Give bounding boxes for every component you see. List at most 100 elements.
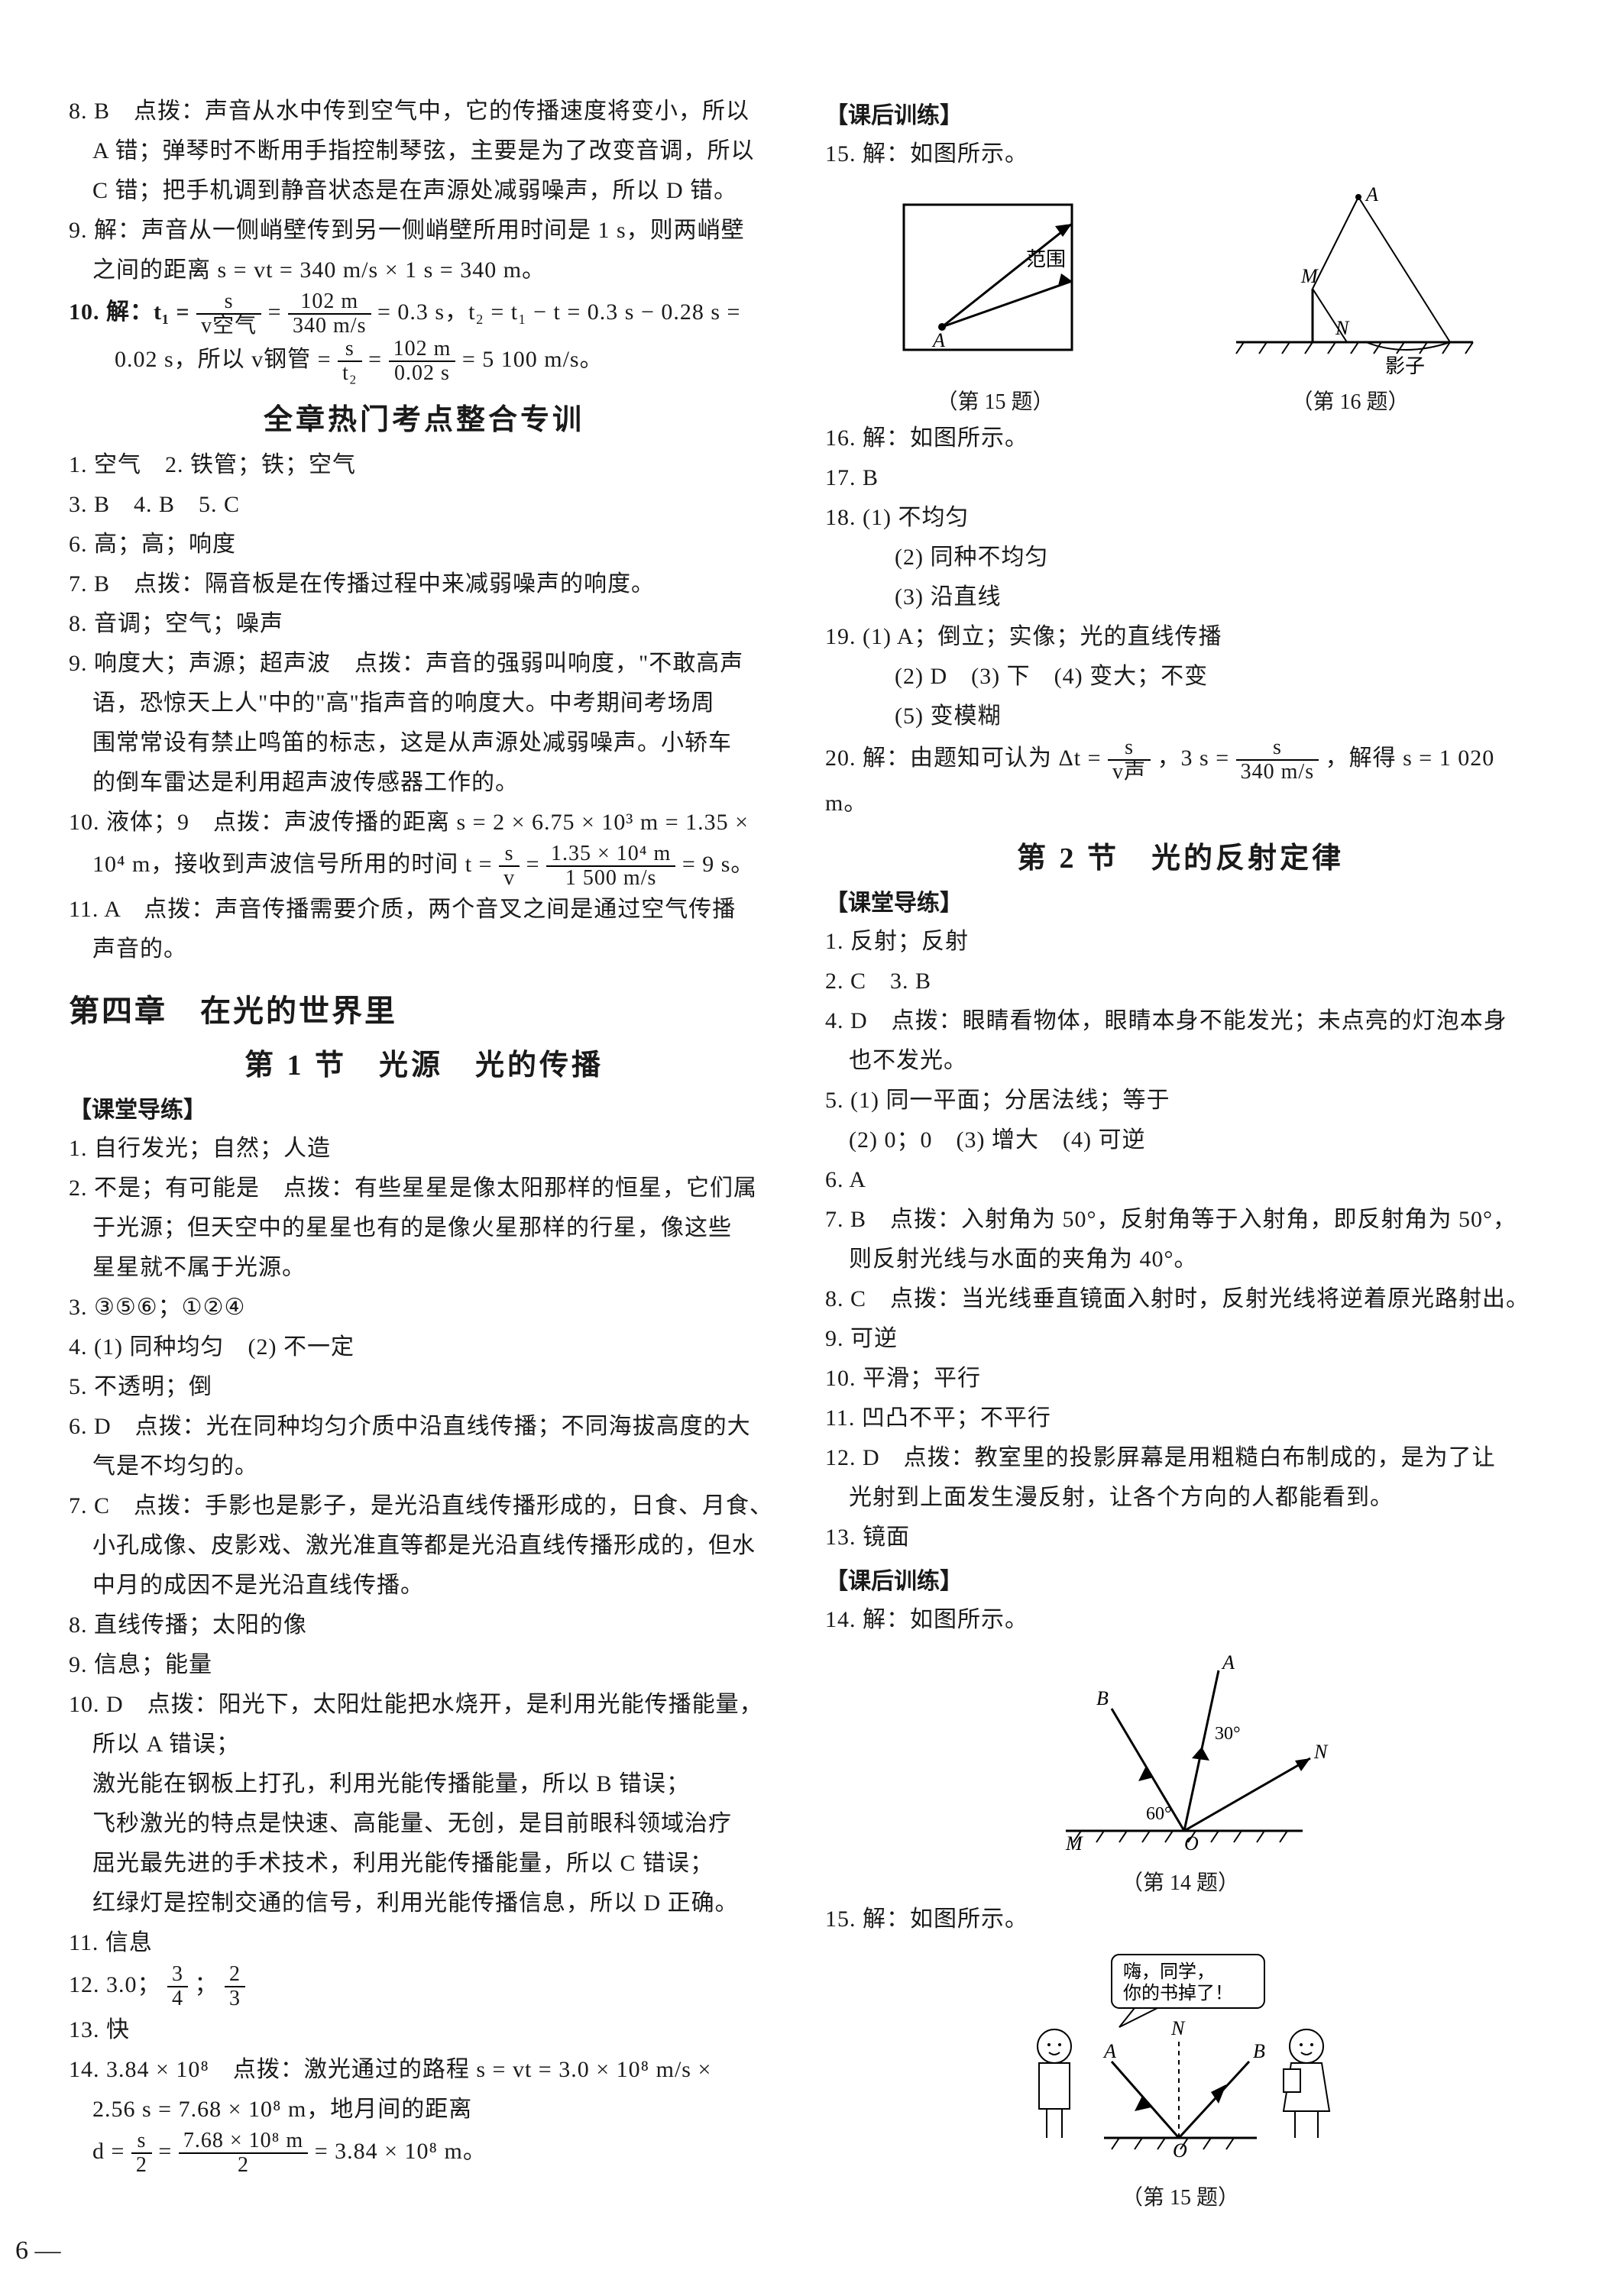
text-line: 6. 高；高；响度 (69, 525, 779, 564)
text-line: 飞秒激光的特点是快速、高能量、无创，是目前眼科领域治疗 (69, 1804, 779, 1844)
text-line: 10. D 点拨：阳光下，太阳灶能把水烧开，是利用光能传播能量， (69, 1685, 779, 1725)
subheading-ktdl2: 【课堂导练】 (825, 884, 1536, 917)
text-line: C 错；把手机调到静音状态是在声源处减弱噪声，所以 D 错。 (69, 171, 779, 211)
figure-14-wrap: M O N B A 30° 60° （第 14 题） (825, 1648, 1536, 1897)
text-line: 之间的距离 s = vt = 340 m/s × 1 s = 340 m。 (69, 251, 779, 290)
svg-text:A: A (1102, 2040, 1116, 2062)
figure-caption: （第 14 题） (1122, 1866, 1239, 1897)
figure-15b: 嗨，同学， 你的书掉了！ O N A B (982, 1947, 1379, 2211)
text-line: 11. A 点拨：声音传播需要介质，两个音叉之间是通过空气传播 (69, 890, 779, 930)
text-line: 围常常设有禁止鸣笛的标志，这是从声源处减弱噪声。小轿车 (69, 723, 779, 763)
text-line: 则反射光线与水面的夹角为 40°。 (825, 1240, 1536, 1279)
text-line: 4. D 点拨：眼睛看物体，眼睛本身不能发光；未点亮的灯泡本身 (825, 1001, 1536, 1041)
text-line: 15. 解：如图所示。 (825, 1900, 1536, 1939)
text-line: 中月的成因不是光沿直线传播。 (69, 1566, 779, 1606)
svg-text:影子: 影子 (1385, 355, 1425, 377)
text-line: 6. A (825, 1160, 1536, 1200)
text-line: 于光源；但天空中的星星也有的是像火星那样的行星，像这些 (69, 1208, 779, 1248)
text-line: 7. B 点拨：隔音板是在传播过程中来减弱噪声的响度。 (69, 564, 779, 604)
text-line: 7. B 点拨：入射角为 50°，反射角等于入射角，即反射角为 50°， (825, 1200, 1536, 1240)
text-line: 9. 可逆 (825, 1319, 1536, 1359)
text-line: (5) 变模糊 (825, 697, 1536, 736)
text-line: (2) 0；0 (3) 增大 (4) 可逆 (825, 1121, 1536, 1160)
figure-caption: （第 15 题） (936, 385, 1054, 416)
text-line: 声音的。 (69, 930, 779, 969)
svg-text:N: N (1313, 1741, 1329, 1763)
text-line: 8. C 点拨：当光线垂直镜面入射时，反射光线将逆着原光路射出。 (825, 1279, 1536, 1319)
chapter-title: 第四章 在光的世界里 (69, 986, 779, 1030)
svg-text:N: N (1170, 2017, 1186, 2039)
text-line: 3. ③⑤⑥；①②④ (69, 1288, 779, 1327)
subheading-khxl2: 【课后训练】 (825, 1562, 1536, 1596)
text-line: 6. D 点拨：光在同种均匀介质中沿直线传播；不同海拔高度的大 (69, 1407, 779, 1447)
figure-15: A 范围 （第 15 题） (873, 182, 1118, 416)
text-line: 11. 信息 (69, 1923, 779, 1963)
svg-text:范围: 范围 (1026, 248, 1066, 270)
text-line: 1. 空气 2. 铁管；铁；空气 (69, 445, 779, 485)
text-line: 气是不均匀的。 (69, 1447, 779, 1486)
svg-text:M: M (1300, 265, 1319, 287)
text-line: 15. 解：如图所示。 (825, 134, 1536, 174)
text-line: 的倒车雷达是利用超声波传感器工作的。 (69, 763, 779, 803)
svg-text:O: O (1184, 1832, 1199, 1855)
text-line: 13. 镜面 (825, 1518, 1536, 1557)
text-line: 8. 音调；空气；噪声 (69, 604, 779, 644)
text-line: 19. (1) A；倒立；实像；光的直线传播 (825, 617, 1536, 657)
svg-text:B: B (1253, 2040, 1265, 2062)
figure-row-1: A 范围 （第 15 题） M A (825, 182, 1536, 416)
section-title-4-1: 第 1 节 光源 光的传播 (69, 1041, 779, 1083)
svg-text:N: N (1335, 317, 1350, 339)
section-title-4-2: 第 2 节 光的反射定律 (825, 834, 1536, 876)
subheading-ktdl: 【课堂导练】 (69, 1091, 779, 1124)
text-line: 5. 不透明；倒 (69, 1367, 779, 1407)
text-line: 10. 平滑；平行 (825, 1359, 1536, 1399)
figure-14: M O N B A 30° 60° （第 14 题） (1020, 1648, 1341, 1897)
text-line: 也不发光。 (825, 1041, 1536, 1081)
text-line: 16. 解：如图所示。 (825, 419, 1536, 458)
section-title-zhengzhang: 全章热门考点整合专训 (69, 396, 779, 438)
text-line: 14. 解：如图所示。 (825, 1600, 1536, 1640)
text-line: 2.56 s = 7.68 × 10⁸ m，地月间的距离 (69, 2090, 779, 2129)
text-line: 10. 液体；9 点拨：声波传播的距离 s = 2 × 6.75 × 10³ m… (69, 803, 779, 842)
svg-text:A: A (931, 329, 945, 351)
svg-text:O: O (1173, 2139, 1187, 2162)
text-line: 9. 解：声音从一侧峭壁传到另一侧峭壁所用时间是 1 s，则两峭壁 (69, 211, 779, 251)
figure-16: M A N 影子 （第 16 题） (1213, 182, 1488, 416)
page-number: 6 — (15, 2236, 61, 2265)
text-line: 9. 响度大；声源；超声波 点拨：声音的强弱叫响度，"不敢高声 (69, 644, 779, 684)
text-line: 2. 不是；有可能是 点拨：有些星星是像太阳那样的恒星，它们属 (69, 1169, 779, 1208)
text-line: 18. (1) 不均匀 (825, 498, 1536, 538)
text-line: 11. 凹凸不平；不平行 (825, 1399, 1536, 1438)
text-line: 17. B (825, 458, 1536, 498)
svg-text:嗨，同学，: 嗨，同学， (1123, 1961, 1215, 1982)
text-line: 8. B 点拨：声音从水中传到空气中，它的传播速度将变小，所以 (69, 92, 779, 131)
text-line: 屈光最先进的手术技术，利用光能传播能量，所以 C 错误； (69, 1844, 779, 1884)
text-line: 14. 3.84 × 10⁸ 点拨：激光通过的路程 s = vt = 3.0 ×… (69, 2050, 779, 2090)
left-column: 8. B 点拨：声音从水中传到空气中，它的传播速度将变小，所以 A 错；弹琴时不… (69, 92, 779, 2214)
text-line: 3. B 4. B 5. C (69, 485, 779, 525)
text-line: (3) 沿直线 (825, 577, 1536, 617)
text-line: 2. C 3. B (825, 962, 1536, 1001)
text-line: 光射到上面发生漫反射，让各个方向的人都能看到。 (825, 1478, 1536, 1518)
text-line: (2) 同种不均匀 (825, 538, 1536, 577)
svg-text:你的书掉了！: 你的书掉了！ (1123, 1983, 1233, 2003)
text-line: 语，恐惊天上人"中的"高"指声音的响度大。中考期间考场周 (69, 684, 779, 723)
subheading-khxl: 【课后训练】 (825, 96, 1536, 130)
q20: 20. 解：由题知可认为 Δt = sv声 ，3 s = s340 m/s ，解… (825, 736, 1536, 823)
text-line: 7. C 点拨：手影也是影子，是光沿直线传播形成的，日食、月食、 (69, 1486, 779, 1526)
right-column: 【课后训练】 15. 解：如图所示。 A 范围 （第 15 题） (825, 92, 1536, 2214)
text-line: 1. 反射；反射 (825, 922, 1536, 962)
svg-text:30°: 30° (1215, 1724, 1241, 1744)
q10-line2: 0.02 s，所以 v钢管 = st₂ = 102 m0.02 s = 5 10… (69, 338, 779, 385)
figure-caption: （第 15 题） (1122, 2181, 1239, 2211)
text-line: 5. (1) 同一平面；分居法线；等于 (825, 1081, 1536, 1121)
svg-text:60°: 60° (1146, 1804, 1172, 1824)
text-line: 激光能在钢板上打孔，利用光能传播能量，所以 B 错误； (69, 1764, 779, 1804)
figure-15b-wrap: 嗨，同学， 你的书掉了！ O N A B (825, 1947, 1536, 2211)
text-line: 星星就不属于光源。 (69, 1248, 779, 1288)
svg-text:M: M (1065, 1832, 1083, 1855)
q10z-line2: 10⁴ m，接收到声波信号所用的时间 t = sv = 1.35 × 10⁴ m… (69, 842, 779, 890)
text-line: 9. 信息；能量 (69, 1645, 779, 1685)
text-line: 12. D 点拨：教室里的投影屏幕是用粗糙白布制成的，是为了让 (825, 1438, 1536, 1478)
svg-text:A: A (1365, 183, 1378, 205)
